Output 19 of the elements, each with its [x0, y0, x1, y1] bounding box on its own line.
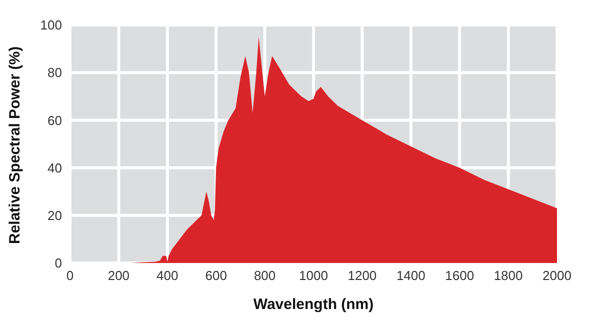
x-tick-label: 800: [254, 268, 276, 284]
x-tick-label: 1600: [445, 268, 474, 284]
x-tick-label: 1000: [299, 268, 328, 284]
x-tick-label: 1800: [494, 268, 523, 284]
y-tick-label: 100: [40, 18, 62, 33]
x-tick-label: 600: [205, 268, 227, 284]
y-tick-label: 0: [54, 256, 62, 271]
y-axis-title: Relative Spectral Power (%): [6, 46, 24, 244]
x-axis-title: Wavelength (nm): [253, 296, 374, 313]
y-tick-label: 40: [48, 160, 62, 176]
y-tick-label: 60: [48, 112, 62, 128]
x-tick-label: 2000: [542, 268, 572, 284]
y-tick-label: 80: [48, 65, 62, 80]
y-tick-label: 20: [48, 208, 62, 224]
x-tick-label: 200: [108, 268, 130, 284]
x-tick-label: 1200: [348, 268, 377, 284]
x-tick-label: 400: [156, 268, 178, 284]
x-tick-label: 1400: [396, 268, 426, 284]
x-tick-label: 0: [66, 268, 74, 284]
